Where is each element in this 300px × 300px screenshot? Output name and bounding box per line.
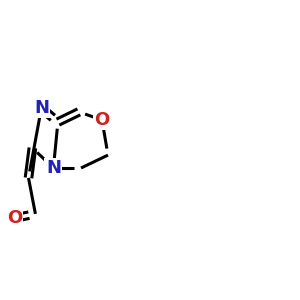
Text: O: O [94,111,110,129]
Text: N: N [46,159,61,177]
Text: O: O [7,209,22,227]
Text: N: N [34,99,49,117]
